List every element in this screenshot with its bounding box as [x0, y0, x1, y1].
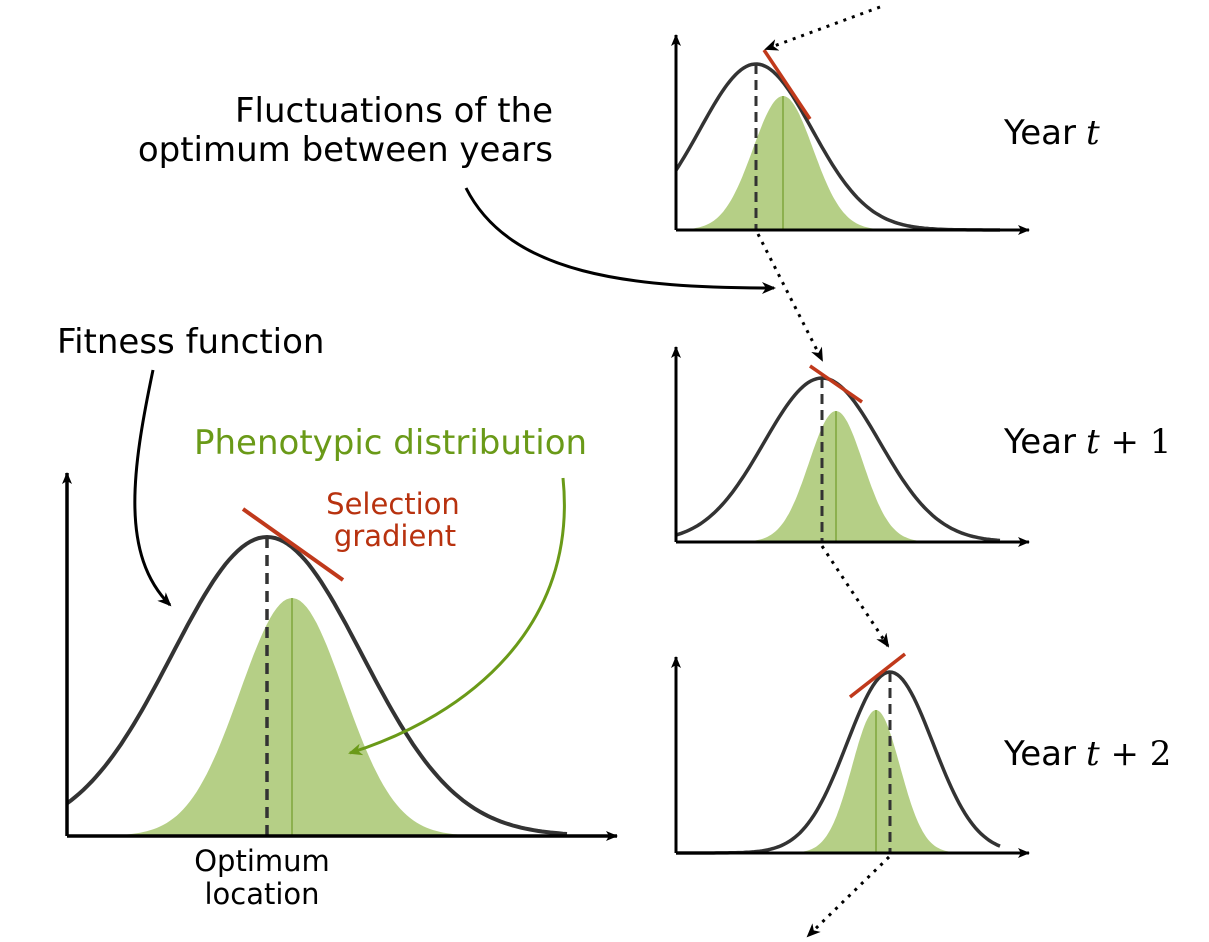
phenotype-fill-year-t-plus-2: [790, 710, 965, 853]
year-t-plus-2-label: Year t + 2: [1003, 734, 1171, 774]
optimum-location-label-line1: Optimum: [194, 844, 330, 878]
phenotypic-distribution-arrow: [348, 477, 566, 756]
optimum-location-label-line2: location: [204, 877, 319, 911]
year-t-plus-1-label: Year t + 1: [1003, 422, 1171, 462]
panel-year-t: [671, 34, 1030, 235]
fitness-function-label: Fitness function: [57, 322, 324, 362]
year-t-variable: t: [1086, 113, 1100, 153]
year-t-plus-2-word: Year: [1003, 734, 1076, 774]
year-t-plus-1-suffix: + 1: [1100, 422, 1172, 462]
fitness-function-arrow: [133, 369, 172, 607]
year-t-plus-2-suffix: + 2: [1100, 734, 1172, 774]
year-t-plus-1-word: Year: [1003, 422, 1076, 462]
fluctuations-label-line2: optimum between years: [138, 130, 553, 170]
fluctuations-label-line1: Fluctuations of the: [235, 91, 553, 131]
trajectory-arrow-to-year-t-plus-2: [820, 545, 890, 648]
main-panel: [62, 472, 618, 841]
panel-year-t-plus-1: [671, 346, 1030, 547]
panel-year-t-plus-2: [671, 652, 1030, 858]
main-phenotype-fill: [100, 598, 500, 836]
phenotypic-distribution-label: Phenotypic distribution: [194, 423, 587, 463]
trajectory-arrow-into-year-t: [764, 5, 881, 51]
trajectory-arrow-out-of-year-t-plus-2: [806, 855, 891, 938]
selection-gradient-year-t: [762, 49, 812, 120]
phenotype-fill-year-t: [690, 96, 880, 230]
main-fitness-curve: [65, 534, 568, 836]
optimum-trajectory: [756, 5, 891, 938]
main-selection-gradient-line: [241, 507, 345, 582]
phenotype-fill-year-t-plus-1: [740, 411, 935, 542]
selection-gradient-label-line2: gradient: [334, 519, 456, 553]
selection-gradient-label-line1: Selection: [326, 487, 460, 521]
fluctuations-arrow: [464, 187, 776, 294]
selection-gradient-year-t-plus-2: [848, 652, 907, 699]
year-t-plus-2-variable: t: [1086, 734, 1100, 774]
trajectory-arrow-to-year-t-plus-1: [756, 233, 824, 362]
year-t-word: Year: [1003, 113, 1076, 153]
year-t-label: Year t: [1003, 113, 1100, 153]
selection-gradient-year-t-plus-1: [809, 364, 863, 404]
year-t-plus-1-variable: t: [1086, 422, 1100, 462]
